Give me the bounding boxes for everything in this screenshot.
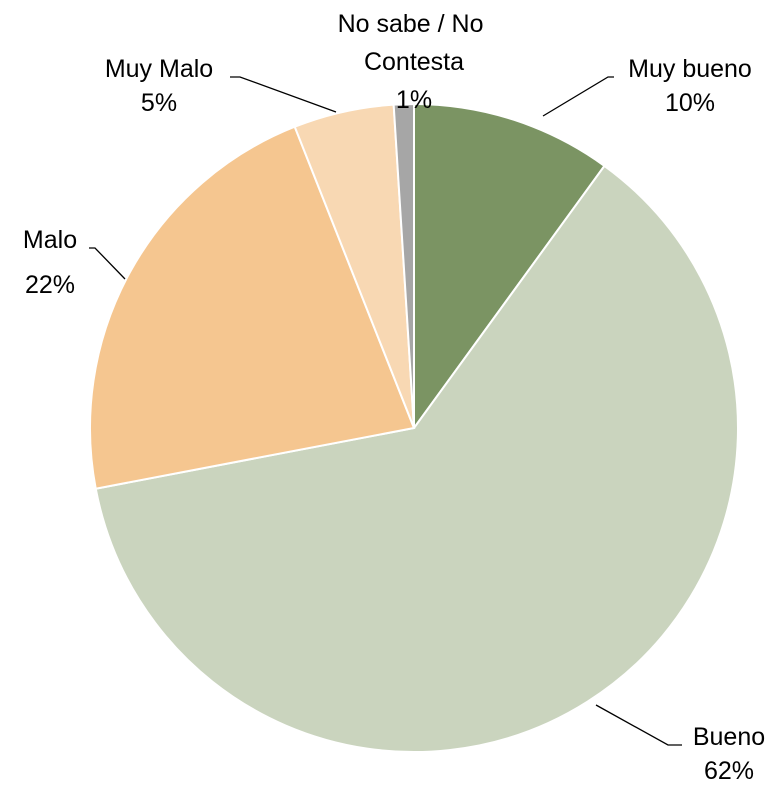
pie-slice-bueno	[94, 164, 739, 753]
pie-slice-malo	[89, 125, 416, 490]
slice-value-malo: 22%	[25, 271, 75, 299]
slice-value-no-sabe: 1%	[396, 86, 432, 114]
leader-line-muy-bueno	[542, 76, 614, 117]
data-labels: Muy bueno 10% Bueno 62% Malo 22% Muy Mal…	[23, 10, 765, 785]
slice-name-no-sabe: No sabe / No Contesta	[338, 10, 491, 76]
slice-name-no-sabe-line: Contesta	[364, 48, 464, 76]
leader-line-bueno	[595, 704, 682, 746]
slice-name-bueno: Bueno	[693, 723, 765, 751]
pie-slice-muy-bueno	[413, 102, 606, 432]
slice-name-malo: Malo	[23, 226, 77, 254]
slice-name-muy-malo: Muy Malo	[105, 55, 213, 83]
slice-value-muy-bueno: 10%	[665, 89, 715, 117]
leader-line-muy-malo	[230, 76, 337, 113]
slice-value-bueno: 62%	[704, 757, 754, 785]
pie-slices	[89, 102, 739, 753]
slice-value-muy-malo: 5%	[141, 89, 177, 117]
pie-slice-no-sabe-no-contesta	[392, 102, 415, 429]
slice-name-muy-bueno: Muy bueno	[628, 55, 752, 83]
leader-line-malo	[89, 247, 126, 280]
leader-lines	[89, 76, 682, 746]
slice-name-no-sabe-line: No sabe / No	[338, 10, 484, 38]
